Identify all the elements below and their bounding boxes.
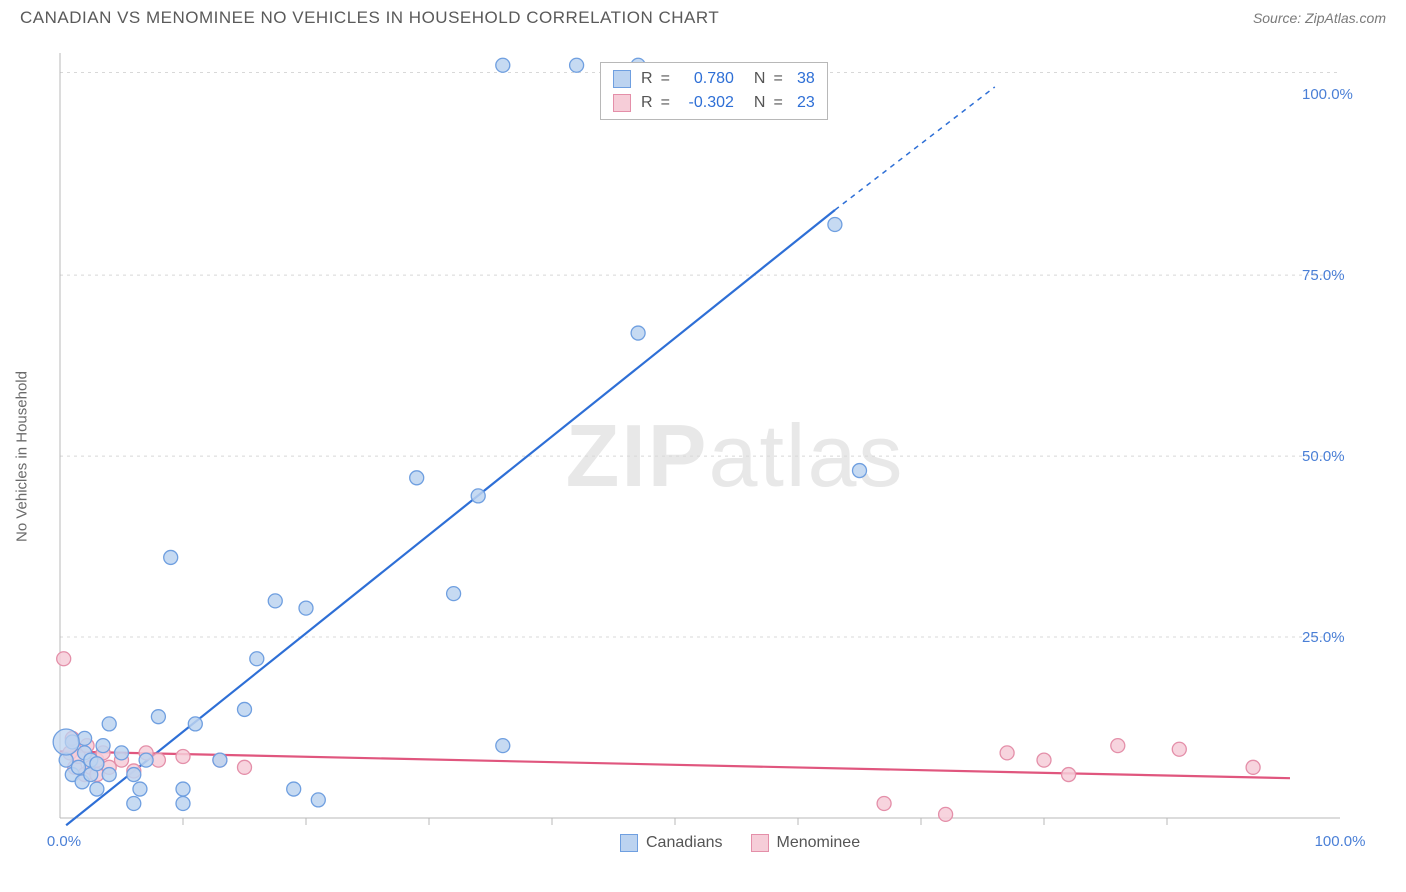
n-label: N: [754, 70, 766, 88]
data-point-canadians: [238, 702, 252, 716]
data-point-canadians: [71, 760, 85, 774]
data-point-canadians: [102, 717, 116, 731]
data-point-canadians: [299, 601, 313, 615]
chart-title: CANADIAN VS MENOMINEE NO VEHICLES IN HOU…: [20, 8, 719, 28]
data-point-canadians: [90, 782, 104, 796]
data-point-canadians: [127, 768, 141, 782]
data-point-menominee: [939, 807, 953, 821]
trend-line-canadians-dash: [835, 87, 995, 210]
data-point-menominee: [1037, 753, 1051, 767]
data-point-canadians: [828, 217, 842, 231]
scatter-plot-svg: ZIPatlas25.0%50.0%75.0%100.0%0.0%100.0%: [60, 48, 1340, 828]
series-legend: Canadians Menominee: [620, 834, 860, 852]
y-tick-label: 75.0%: [1302, 267, 1345, 284]
data-point-menominee: [1172, 742, 1186, 756]
x-tick-label: 100.0%: [1315, 833, 1366, 850]
r-value: 0.780: [678, 70, 734, 88]
data-point-canadians: [496, 739, 510, 753]
correlation-legend: R = 0.780 N = 38 R = -0.302 N = 23: [600, 62, 828, 120]
data-point-canadians: [164, 550, 178, 564]
data-point-menominee: [1111, 739, 1125, 753]
n-value: 38: [791, 70, 815, 88]
source-attribution: Source: ZipAtlas.com: [1253, 10, 1386, 26]
data-point-canadians: [853, 464, 867, 478]
r-label: R: [641, 94, 653, 112]
equals-sign: =: [661, 70, 670, 88]
data-point-canadians: [631, 326, 645, 340]
data-point-menominee: [238, 760, 252, 774]
data-point-menominee: [176, 749, 190, 763]
correlation-legend-row: R = -0.302 N = 23: [613, 91, 815, 115]
data-point-canadians: [268, 594, 282, 608]
equals-sign: =: [773, 70, 782, 88]
x-tick-label: 0.0%: [47, 833, 81, 850]
data-point-canadians: [133, 782, 147, 796]
y-tick-label: 25.0%: [1302, 629, 1345, 646]
y-tick-label: 50.0%: [1302, 448, 1345, 465]
series-legend-label: Menominee: [777, 834, 861, 852]
r-label: R: [641, 70, 653, 88]
data-point-canadians: [496, 58, 510, 72]
data-point-canadians: [250, 652, 264, 666]
data-point-canadians: [53, 729, 79, 755]
data-point-canadians: [90, 757, 104, 771]
data-point-canadians: [96, 739, 110, 753]
data-point-canadians: [410, 471, 424, 485]
data-point-menominee: [57, 652, 71, 666]
plot-area: ZIPatlas25.0%50.0%75.0%100.0%0.0%100.0% …: [60, 48, 1340, 828]
series-legend-label: Canadians: [646, 834, 723, 852]
data-point-canadians: [176, 797, 190, 811]
correlation-legend-row: R = 0.780 N = 38: [613, 67, 815, 91]
data-point-canadians: [188, 717, 202, 731]
legend-swatch: [751, 834, 769, 852]
data-point-canadians: [139, 753, 153, 767]
equals-sign: =: [773, 94, 782, 112]
data-point-canadians: [151, 710, 165, 724]
r-value: -0.302: [678, 94, 734, 112]
data-point-canadians: [115, 746, 129, 760]
data-point-menominee: [1000, 746, 1014, 760]
data-point-canadians: [176, 782, 190, 796]
n-label: N: [754, 94, 766, 112]
data-point-canadians: [287, 782, 301, 796]
data-point-canadians: [447, 587, 461, 601]
legend-swatch: [613, 70, 631, 88]
trend-line-canadians: [66, 210, 835, 825]
legend-swatch: [613, 94, 631, 112]
equals-sign: =: [661, 94, 670, 112]
source-name: ZipAtlas.com: [1305, 10, 1386, 26]
series-legend-item: Canadians: [620, 834, 723, 852]
data-point-menominee: [877, 797, 891, 811]
data-point-canadians: [311, 793, 325, 807]
data-point-canadians: [570, 58, 584, 72]
source-prefix: Source:: [1253, 10, 1305, 26]
chart-header: CANADIAN VS MENOMINEE NO VEHICLES IN HOU…: [0, 0, 1406, 32]
data-point-canadians: [127, 797, 141, 811]
data-point-canadians: [471, 489, 485, 503]
series-legend-item: Menominee: [751, 834, 861, 852]
chart-container: No Vehicles in Household ZIPatlas25.0%50…: [50, 48, 1386, 848]
y-axis-label: No Vehicles in Household: [14, 371, 31, 542]
data-point-canadians: [213, 753, 227, 767]
y-tick-label: 100.0%: [1302, 86, 1353, 103]
data-point-menominee: [1246, 760, 1260, 774]
n-value: 23: [791, 94, 815, 112]
data-point-menominee: [1062, 768, 1076, 782]
correlation-legend-box: R = 0.780 N = 38 R = -0.302 N = 23: [600, 62, 828, 120]
legend-swatch: [620, 834, 638, 852]
data-point-canadians: [102, 768, 116, 782]
